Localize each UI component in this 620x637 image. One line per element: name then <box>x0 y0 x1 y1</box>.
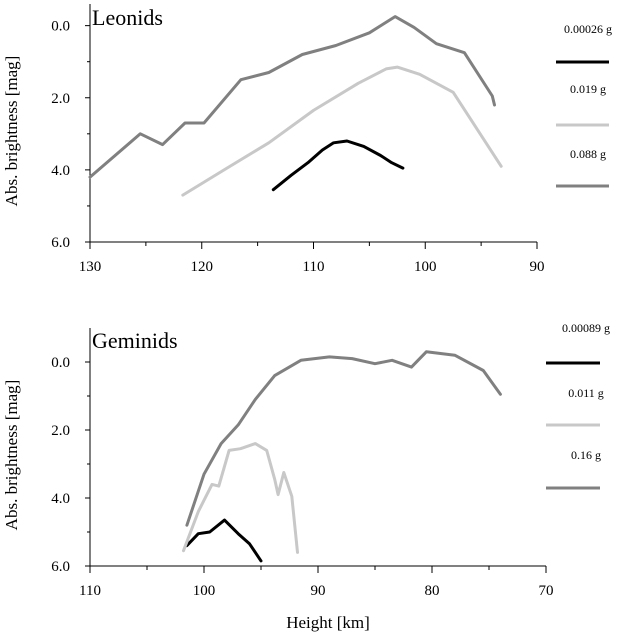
geminids-legend-label: 0.16 g <box>571 448 601 462</box>
geminids-panel-title: Geminids <box>92 328 178 353</box>
geminids-x-tick-label: 100 <box>193 583 216 599</box>
geminids-series-line <box>185 518 263 563</box>
leonids-series-line <box>271 139 405 192</box>
leonids-y-tick-label: 0.0 <box>51 19 70 35</box>
leonids-legend-label: 0.00026 g <box>564 22 612 36</box>
geminids-series-line <box>182 442 299 554</box>
leonids-series-line <box>88 15 496 179</box>
leonids-x-tick-label: 130 <box>79 259 102 275</box>
leonids-legend-label: 0.019 g <box>570 82 606 96</box>
leonids-y-axis-title: Abs. brightness [mag] <box>2 56 21 207</box>
figure-x-axis-title: Height [km] <box>286 613 370 632</box>
leonids-x-tick-label: 90 <box>530 259 545 275</box>
leonids-x-tick-label: 110 <box>303 259 325 275</box>
leonids-panel: 130 120 110 100 90 0.0 2.0 4.0 6.0 Abs. brightnes… <box>2 4 612 275</box>
leonids-y-tick-label: 2.0 <box>51 91 70 107</box>
leonids-y-tick-label: 4.0 <box>51 163 70 179</box>
geminids-y-tick-label: 2.0 <box>51 423 70 439</box>
leonids-x-tick-label: 120 <box>191 259 214 275</box>
geminids-y-tick-label: 6.0 <box>51 559 70 575</box>
geminids-series-line <box>185 350 502 527</box>
geminids-x-tick-label: 110 <box>79 583 101 599</box>
geminids-x-tick-label: 80 <box>425 583 440 599</box>
geminids-legend-label: 0.011 g <box>568 386 604 400</box>
geminids-x-tick-label: 70 <box>539 583 554 599</box>
geminids-y-tick-label: 4.0 <box>51 491 70 507</box>
geminids-x-tick-label: 90 <box>311 583 326 599</box>
geminids-legend-label: 0.00089 g <box>562 321 610 335</box>
leonids-series-line <box>181 65 503 197</box>
geminids-y-axis-title: Abs. brightness [mag] <box>2 380 21 531</box>
leonids-x-tick-label: 100 <box>414 259 437 275</box>
leonids-panel-title: Leonids <box>92 5 163 30</box>
leonids-y-tick-label: 6.0 <box>51 235 70 251</box>
geminids-panel: 110 100 90 80 70 0.0 2.0 4.0 6.0 Abs. brightness … <box>2 321 610 599</box>
leonids-legend-label: 0.088 g <box>570 147 606 161</box>
geminids-y-tick-label: 0.0 <box>51 355 70 371</box>
